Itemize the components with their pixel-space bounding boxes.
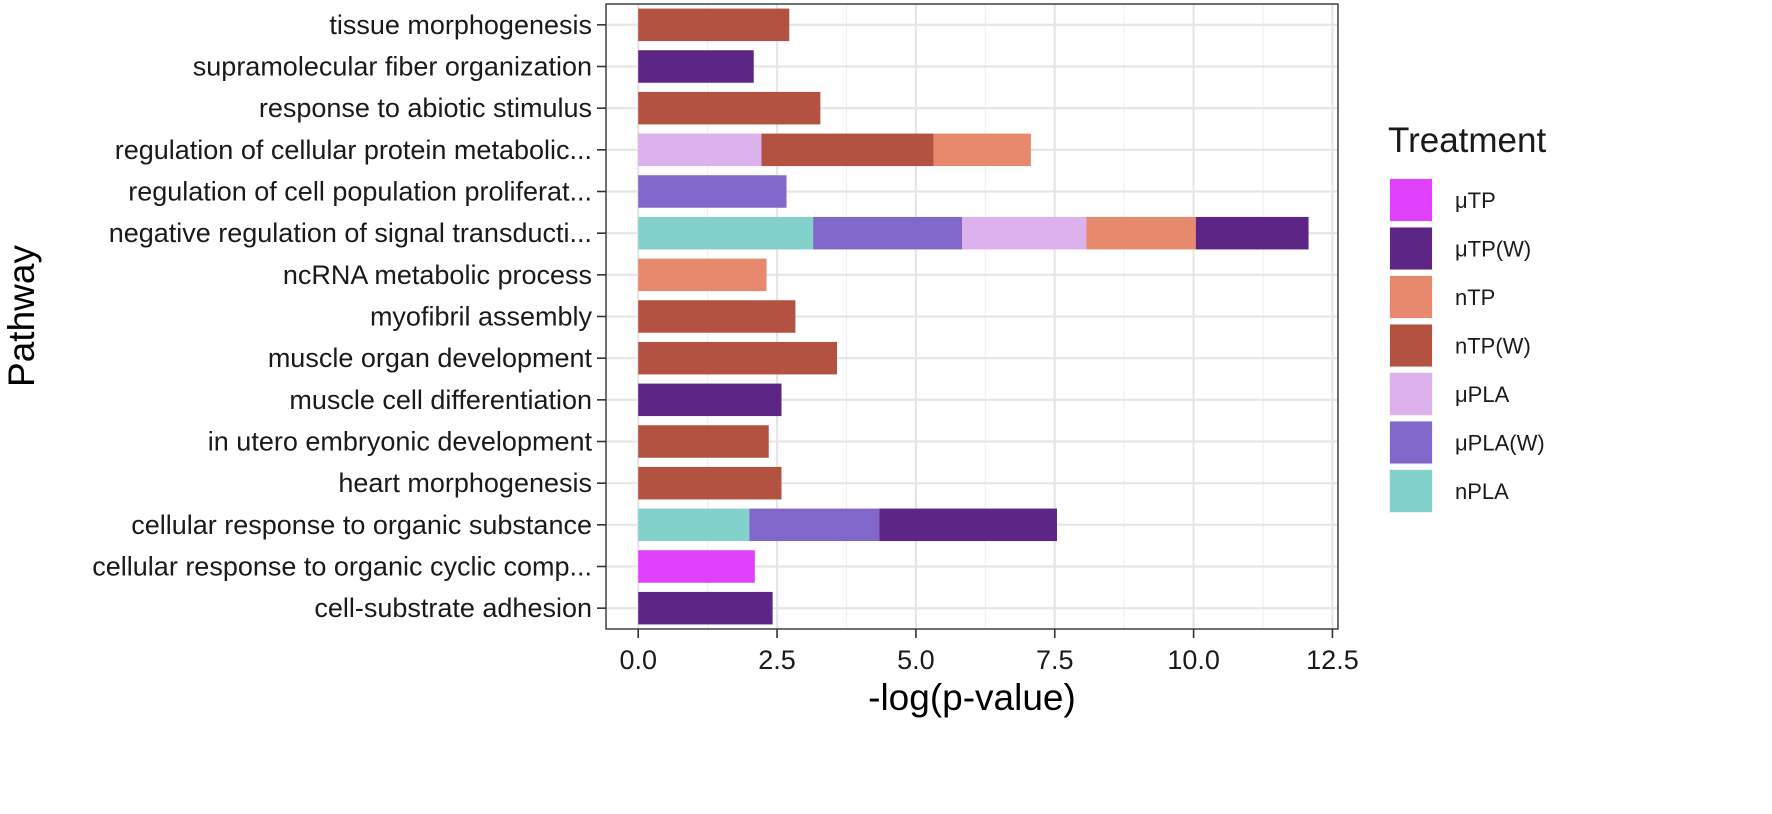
legend-swatch [1390, 227, 1432, 270]
bar-segment [638, 91, 821, 125]
y-tick-label: ncRNA metabolic process [283, 260, 592, 290]
legend-label: μPLA(W) [1455, 431, 1545, 456]
legend-swatch [1390, 373, 1432, 415]
bar-segment [638, 8, 790, 42]
bar-segment [933, 133, 1031, 167]
bar-segment [638, 508, 750, 542]
bar-segment [1195, 216, 1309, 250]
x-tick-label: 5.0 [897, 645, 935, 675]
bar-segment [638, 300, 796, 333]
legend-label: nTP(W) [1455, 334, 1531, 359]
y-tick-label: muscle organ development [268, 343, 593, 373]
y-tick-label: negative regulation of signal transducti… [109, 218, 592, 248]
y-tick-label: myofibril assembly [370, 302, 593, 332]
bar-segment [638, 175, 787, 208]
bar-segment [638, 341, 838, 375]
y-axis: tissue morphogenesis supramolecular fiber… [92, 10, 606, 623]
x-tick-label: 0.0 [619, 645, 657, 675]
x-tick-label: 10.0 [1167, 645, 1220, 675]
x-axis: 0.0 2.5 5.0 7.5 10.0 12.5 [619, 629, 1359, 675]
y-tick-label: cellular response to organic cyclic comp… [92, 552, 592, 582]
bar-segment [962, 216, 1087, 250]
y-tick-label: in utero embryonic development [208, 427, 593, 457]
y-tick-label: tissue morphogenesis [329, 10, 592, 40]
legend-label: μTP [1455, 188, 1496, 213]
bar-segment [638, 466, 782, 500]
y-tick-label: regulation of cellular protein metabolic… [115, 135, 592, 165]
legend-title: Treatment [1388, 121, 1546, 160]
legend-label: μPLA [1455, 382, 1510, 407]
y-tick-label: response to abiotic stimulus [259, 93, 592, 123]
bar-segment [761, 133, 934, 167]
y-tick-label: muscle cell differentiation [289, 385, 592, 415]
y-tick-label: cellular response to organic substance [131, 510, 592, 540]
y-tick-label: cell-substrate adhesion [314, 593, 592, 623]
legend-label: nTP [1455, 285, 1495, 310]
legend-swatch [1390, 470, 1432, 512]
legend-label: μTP(W) [1455, 237, 1531, 262]
bar-segment [638, 258, 767, 292]
y-tick-label: heart morphogenesis [338, 468, 592, 498]
legend-label: nPLA [1455, 479, 1509, 504]
bars [638, 8, 1309, 625]
legend-swatch [1390, 276, 1432, 318]
bar-segment [879, 508, 1057, 542]
bar-segment [813, 216, 963, 250]
bar-segment [749, 508, 880, 542]
bar-segment [638, 133, 762, 167]
bar-segment [638, 591, 773, 625]
y-tick-label: supramolecular fiber organization [193, 52, 592, 82]
bar-segment [638, 50, 754, 83]
legend-swatch [1390, 324, 1432, 367]
y-tick-label: regulation of cell population proliferat… [128, 177, 592, 207]
x-tick-label: 7.5 [1036, 645, 1074, 675]
bar-segment [638, 383, 782, 417]
bar-segment [638, 425, 769, 458]
bar-segment [1086, 216, 1196, 250]
x-tick-label: 2.5 [758, 645, 796, 675]
y-axis-title: Pathway [1, 245, 42, 387]
legend: Treatment μTP μTP(W) nTP nTP(W) μPLA μPLA(W) n… [1388, 121, 1546, 513]
x-axis-title: -log(p-value) [868, 677, 1076, 718]
legend-swatch [1390, 421, 1432, 464]
legend-swatch [1390, 179, 1432, 221]
x-tick-label: 12.5 [1306, 645, 1359, 675]
bar-segment [638, 550, 755, 583]
bar-segment [638, 216, 814, 250]
